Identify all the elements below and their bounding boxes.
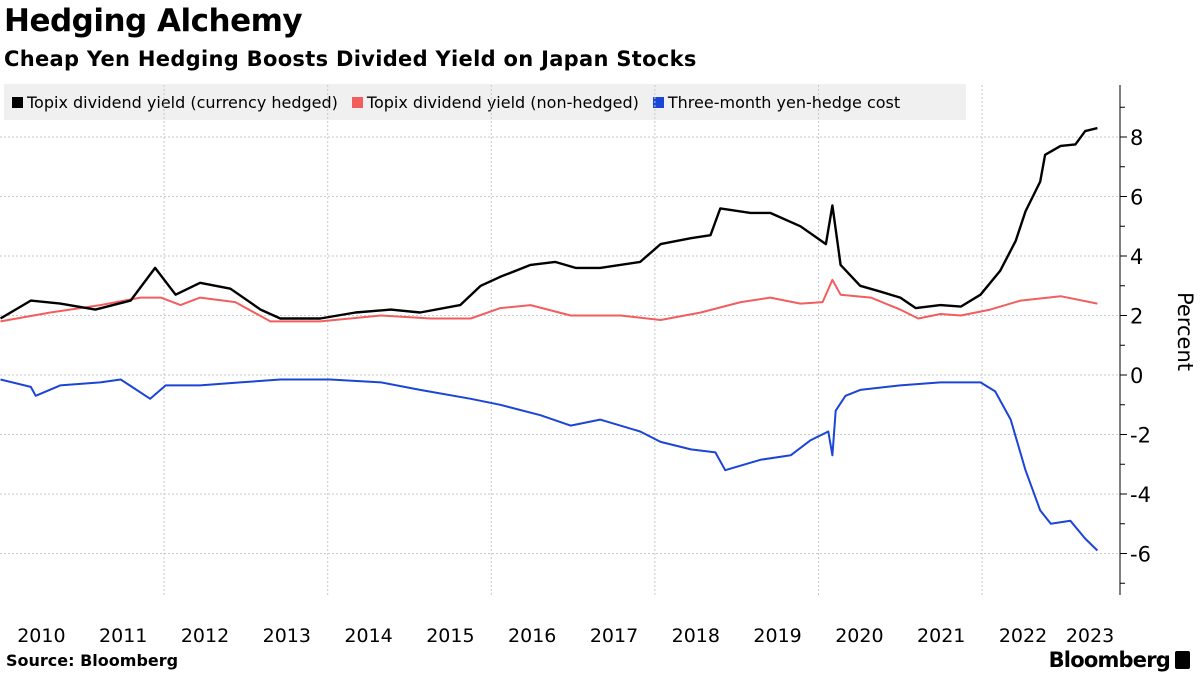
x-tick-label: 2021 (917, 625, 965, 647)
x-tick-label: 2017 (590, 625, 638, 647)
gridlines (0, 85, 1120, 595)
series-line-hedged (0, 126, 1098, 320)
series-lines (0, 126, 1099, 552)
bloomberg-logo: Bloomberg (1049, 647, 1190, 673)
x-tick-label: 2015 (426, 625, 474, 647)
source-note: Source: Bloomberg (6, 651, 179, 670)
x-tick-label: 2018 (672, 625, 720, 647)
y-tick-label: 6 (1130, 186, 1143, 210)
legend-label-hedge-cost: Three-month yen-hedge cost (667, 92, 901, 112)
y-tick-label: 8 (1130, 126, 1143, 150)
chart-title: Hedging Alchemy (4, 3, 303, 39)
y-tick-label: 2 (1130, 305, 1143, 329)
logo-text: Bloomberg (1048, 648, 1171, 672)
x-tick-label: 2016 (508, 625, 556, 647)
legend-item-non-hedged: Topix dividend yield (non-hedged) (351, 92, 639, 112)
x-tick-label: 2020 (835, 625, 883, 647)
legend-label-hedged: Topix dividend yield (currency hedged) (27, 92, 338, 112)
x-tick-label: 2012 (181, 625, 229, 647)
y-tick-label: -6 (1130, 543, 1151, 567)
x-tick-label: 2019 (753, 625, 801, 647)
series-line-non-hedged (0, 278, 1098, 323)
x-tick-label: 2022 (999, 625, 1047, 647)
series-line-hedge-cost (0, 378, 1099, 552)
y-tick-label: -2 (1130, 424, 1151, 448)
legend-swatch-hedge-cost (652, 96, 664, 108)
x-tick-label: 2023 (1066, 625, 1114, 647)
x-axis: 2010 2011 2012 2013 2014 2015 2016 2017 2018 2019… (17, 625, 1114, 647)
y-tick-label: -4 (1130, 483, 1151, 507)
x-tick-label: 2014 (344, 625, 392, 647)
y-tick-label: 4 (1130, 245, 1143, 269)
x-tick-label: 2011 (99, 625, 147, 647)
y-tick-label: 0 (1130, 364, 1143, 388)
bloomberg-logo-icon (1175, 651, 1190, 669)
legend-swatch-non-hedged (351, 96, 363, 108)
y-axis: 8 6 4 2 0 -2 -4 -6 (1119, 85, 1151, 595)
x-tick-label: 2013 (263, 625, 311, 647)
chart-subtitle: Cheap Yen Hedging Boosts Divided Yield o… (4, 47, 697, 71)
x-tick-label: 2010 (17, 625, 65, 647)
legend-swatch-hedged (12, 96, 23, 108)
y-axis-label: Percent (1173, 292, 1197, 372)
legend-item-hedge-cost: Three-month yen-hedge cost (652, 92, 901, 112)
legend-label-non-hedged: Topix dividend yield (non-hedged) (366, 92, 639, 112)
legend-item-hedged: Topix dividend yield (currency hedged) (12, 93, 338, 112)
